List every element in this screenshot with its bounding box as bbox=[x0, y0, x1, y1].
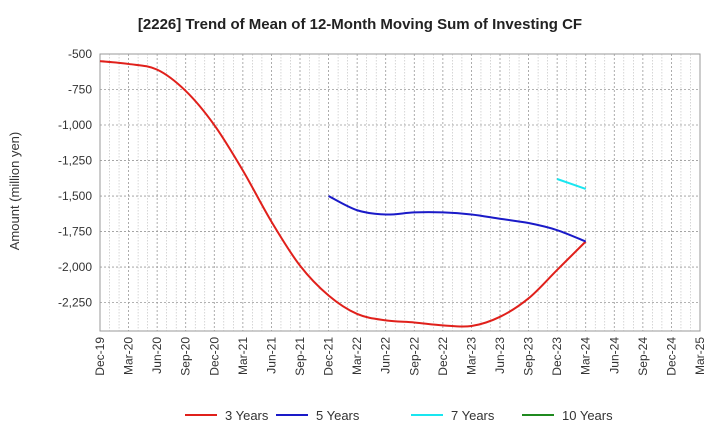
y-tick-label: -2,250 bbox=[58, 296, 92, 310]
x-axis: Dec-19 Mar-20 Jun-20 Sep-20 Dec-20 Mar-21 Jun-… bbox=[93, 54, 707, 376]
y-tick-label: -750 bbox=[68, 83, 92, 97]
x-tick-label: Sep-21 bbox=[293, 337, 307, 376]
x-tick-label: Mar-20 bbox=[122, 337, 136, 375]
x-tick-label: Jun-23 bbox=[493, 337, 507, 374]
y-tick-label: -1,500 bbox=[58, 189, 92, 203]
legend-label: 7 Years bbox=[451, 408, 495, 423]
x-tick-label: Jun-20 bbox=[150, 337, 164, 374]
x-tick-label: Mar-25 bbox=[693, 337, 707, 375]
series-line-7-years bbox=[556, 178, 587, 190]
y-tick-label: -500 bbox=[68, 47, 92, 61]
y-axis-label: Amount (million yen) bbox=[7, 132, 22, 251]
legend-item-10-years: 10 Years bbox=[522, 408, 613, 423]
legend-item-3-years: 3 Years bbox=[185, 408, 269, 423]
series-line-5-years bbox=[328, 195, 587, 243]
x-tick-label: Sep-23 bbox=[522, 337, 536, 376]
y-axis: -500 -750 -1,000 -1,250 -1,500 -1,750 -2,000 -2… bbox=[58, 47, 700, 310]
x-tick-label: Dec-23 bbox=[550, 337, 564, 376]
x-tick-label: Sep-24 bbox=[636, 337, 650, 376]
legend-label: 5 Years bbox=[316, 408, 360, 423]
series-line-3-years bbox=[99, 60, 587, 328]
x-tick-label: Mar-24 bbox=[579, 337, 593, 375]
x-tick-label: Dec-22 bbox=[436, 337, 450, 376]
legend-label: 3 Years bbox=[225, 408, 269, 423]
x-tick-label: Dec-19 bbox=[93, 337, 107, 376]
minor-grid bbox=[109, 54, 691, 331]
legend-label: 10 Years bbox=[562, 408, 613, 423]
x-tick-label: Mar-22 bbox=[350, 337, 364, 375]
x-tick-label: Jun-24 bbox=[607, 337, 621, 374]
chart-title: [2226] Trend of Mean of 12-Month Moving … bbox=[138, 16, 582, 33]
x-tick-label: Jun-21 bbox=[264, 337, 278, 374]
y-tick-label: -2,000 bbox=[58, 260, 92, 274]
x-tick-label: Jun-22 bbox=[379, 337, 393, 374]
x-tick-label: Mar-21 bbox=[236, 337, 250, 375]
legend-item-5-years: 5 Years bbox=[276, 408, 360, 423]
series-lines bbox=[99, 60, 587, 328]
y-tick-label: -1,000 bbox=[58, 118, 92, 132]
plot-area: Dec-19 Mar-20 Jun-20 Sep-20 Dec-20 Mar-21 Jun-… bbox=[58, 47, 707, 376]
x-tick-label: Mar-23 bbox=[464, 337, 478, 375]
legend-item-7-years: 7 Years bbox=[411, 408, 495, 423]
legend: 3 Years 5 Years 7 Years 10 Years bbox=[185, 408, 613, 423]
x-tick-label: Dec-24 bbox=[664, 337, 678, 376]
x-tick-label: Sep-22 bbox=[407, 337, 421, 376]
y-tick-label: -1,750 bbox=[58, 225, 92, 239]
plot-frame bbox=[99, 53, 701, 332]
x-tick-label: Dec-20 bbox=[207, 337, 221, 376]
x-tick-label: Sep-20 bbox=[179, 337, 193, 376]
x-tick-label: Dec-21 bbox=[322, 337, 336, 376]
y-tick-label: -1,250 bbox=[58, 154, 92, 168]
